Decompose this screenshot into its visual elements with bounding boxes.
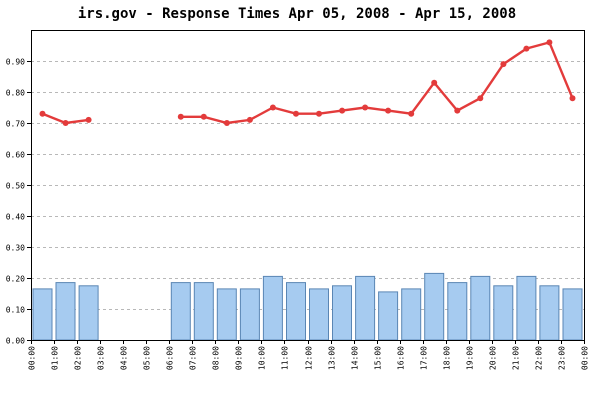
line-point <box>85 116 92 123</box>
x-tick-label: 17:00 <box>420 346 429 370</box>
line-point <box>200 113 207 120</box>
bar <box>55 282 76 341</box>
x-tick-label: 04:00 <box>120 346 129 370</box>
x-tick-label: 02:00 <box>74 346 83 370</box>
bar <box>309 288 329 341</box>
bar <box>562 288 583 341</box>
line-point <box>269 104 276 111</box>
x-tick-label: 01:00 <box>51 346 60 370</box>
x-tick-label: 08:00 <box>212 346 221 370</box>
line-point <box>477 95 484 102</box>
x-tick-label: 21:00 <box>512 346 521 370</box>
x-tick-label: 23:00 <box>558 346 567 370</box>
bar <box>78 285 99 341</box>
bar-series <box>32 272 583 341</box>
line-point <box>408 110 415 117</box>
x-tick-label: 09:00 <box>235 346 244 370</box>
x-tick-label: 07:00 <box>189 346 198 370</box>
x-tick-label: 11:00 <box>281 346 290 370</box>
y-tick-label: 0.90 <box>6 58 25 67</box>
bar <box>262 275 283 341</box>
line-point <box>223 120 230 126</box>
line-point <box>339 107 346 114</box>
line-point <box>177 113 184 120</box>
line-point <box>362 104 369 111</box>
x-tick-label: 22:00 <box>535 346 544 370</box>
line-point <box>500 61 507 68</box>
x-tick-label: 06:00 <box>166 346 175 370</box>
line-point <box>62 120 69 126</box>
y-tick-label: 0.00 <box>6 337 25 346</box>
x-tick-label: 13:00 <box>328 346 337 370</box>
bar <box>193 282 214 341</box>
line-point <box>569 95 576 102</box>
bar <box>378 291 399 341</box>
bar <box>239 288 260 341</box>
line-point <box>431 79 438 86</box>
x-tick-label: 05:00 <box>143 346 152 370</box>
y-tick-label: 0.30 <box>6 244 25 253</box>
y-tick-label: 0.60 <box>6 151 25 160</box>
y-tick-label: 0.40 <box>6 213 25 222</box>
bar <box>216 288 237 341</box>
bar <box>32 288 53 341</box>
chart-title: irs.gov - Response Times Apr 05, 2008 - … <box>78 6 516 22</box>
x-tick-label: 14:00 <box>351 346 360 370</box>
gridlines <box>31 61 584 310</box>
x-tick-label: 12:00 <box>305 346 314 370</box>
bar <box>355 275 376 341</box>
y-tick-label: 0.50 <box>6 182 25 191</box>
x-tick-label: 19:00 <box>466 346 475 370</box>
bar <box>516 275 537 341</box>
x-tick-label: 18:00 <box>443 346 452 370</box>
x-tick-label: 20:00 <box>489 346 498 370</box>
bar <box>332 285 352 341</box>
line-point <box>39 110 46 117</box>
line-series <box>39 39 576 126</box>
line-point <box>546 39 553 46</box>
x-tick-label: 00:00 <box>28 346 37 370</box>
bar <box>401 288 422 341</box>
y-tick-label: 0.70 <box>6 120 25 129</box>
bar <box>539 285 560 341</box>
line-point <box>454 107 461 114</box>
x-tick-label: 16:00 <box>397 346 406 370</box>
line-point <box>246 116 253 123</box>
series-line <box>180 40 574 125</box>
x-axis-ticks: 00:00 01:00 02:00 03:00 04:00 05:00 06:00 07:00… <box>28 340 590 370</box>
line-point <box>316 110 322 117</box>
x-tick-label: 15:00 <box>374 346 383 370</box>
line-point <box>523 45 530 52</box>
line-point <box>293 110 299 117</box>
y-tick-label: 0.80 <box>6 89 25 98</box>
line-point <box>385 107 392 114</box>
bar <box>493 285 514 341</box>
y-axis-ticks: 0.00 0.10 0.20 0.30 0.40 0.50 0.60 0.70 0.80 0.90 <box>6 58 31 346</box>
bar <box>286 282 306 341</box>
bar <box>424 272 445 341</box>
y-tick-label: 0.20 <box>6 275 25 284</box>
bar <box>170 282 191 341</box>
bar <box>447 282 468 341</box>
x-tick-label: 03:00 <box>97 346 106 370</box>
x-tick-label: 00:00 <box>581 346 590 370</box>
x-tick-label: 10:00 <box>258 346 267 370</box>
bar <box>470 275 491 341</box>
y-tick-label: 0.10 <box>6 306 25 315</box>
